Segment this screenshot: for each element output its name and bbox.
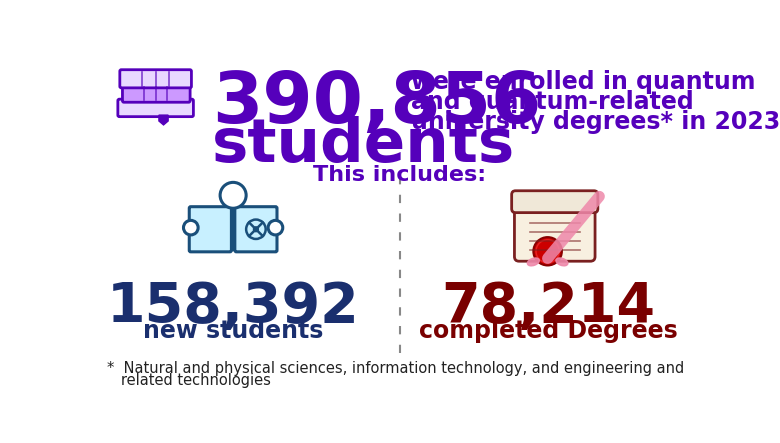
Ellipse shape — [527, 258, 539, 266]
Circle shape — [183, 220, 198, 235]
Circle shape — [254, 227, 258, 232]
FancyBboxPatch shape — [120, 70, 191, 88]
Text: 390,856: 390,856 — [212, 69, 541, 138]
FancyBboxPatch shape — [190, 207, 232, 252]
Text: *  Natural and physical sciences, information technology, and engineering and: * Natural and physical sciences, informa… — [107, 361, 684, 376]
FancyBboxPatch shape — [235, 207, 277, 252]
Text: 158,392: 158,392 — [107, 280, 360, 334]
Text: were enrolled in quantum: were enrolled in quantum — [411, 70, 756, 94]
Text: 78,214: 78,214 — [441, 280, 655, 334]
Text: related technologies: related technologies — [107, 373, 271, 389]
Text: This includes:: This includes: — [314, 165, 486, 185]
Polygon shape — [159, 115, 168, 125]
Text: and quantum-related: and quantum-related — [411, 90, 694, 114]
Text: university degrees* in 2023: university degrees* in 2023 — [411, 110, 780, 134]
Circle shape — [534, 237, 562, 265]
Ellipse shape — [556, 258, 568, 266]
FancyBboxPatch shape — [515, 201, 595, 261]
Text: new students: new students — [143, 319, 324, 343]
FancyBboxPatch shape — [512, 191, 597, 213]
Circle shape — [268, 220, 283, 235]
Text: students: students — [212, 117, 516, 175]
Text: completed Degrees: completed Degrees — [419, 319, 678, 343]
FancyBboxPatch shape — [122, 85, 190, 102]
Circle shape — [220, 183, 246, 208]
FancyBboxPatch shape — [118, 99, 193, 117]
